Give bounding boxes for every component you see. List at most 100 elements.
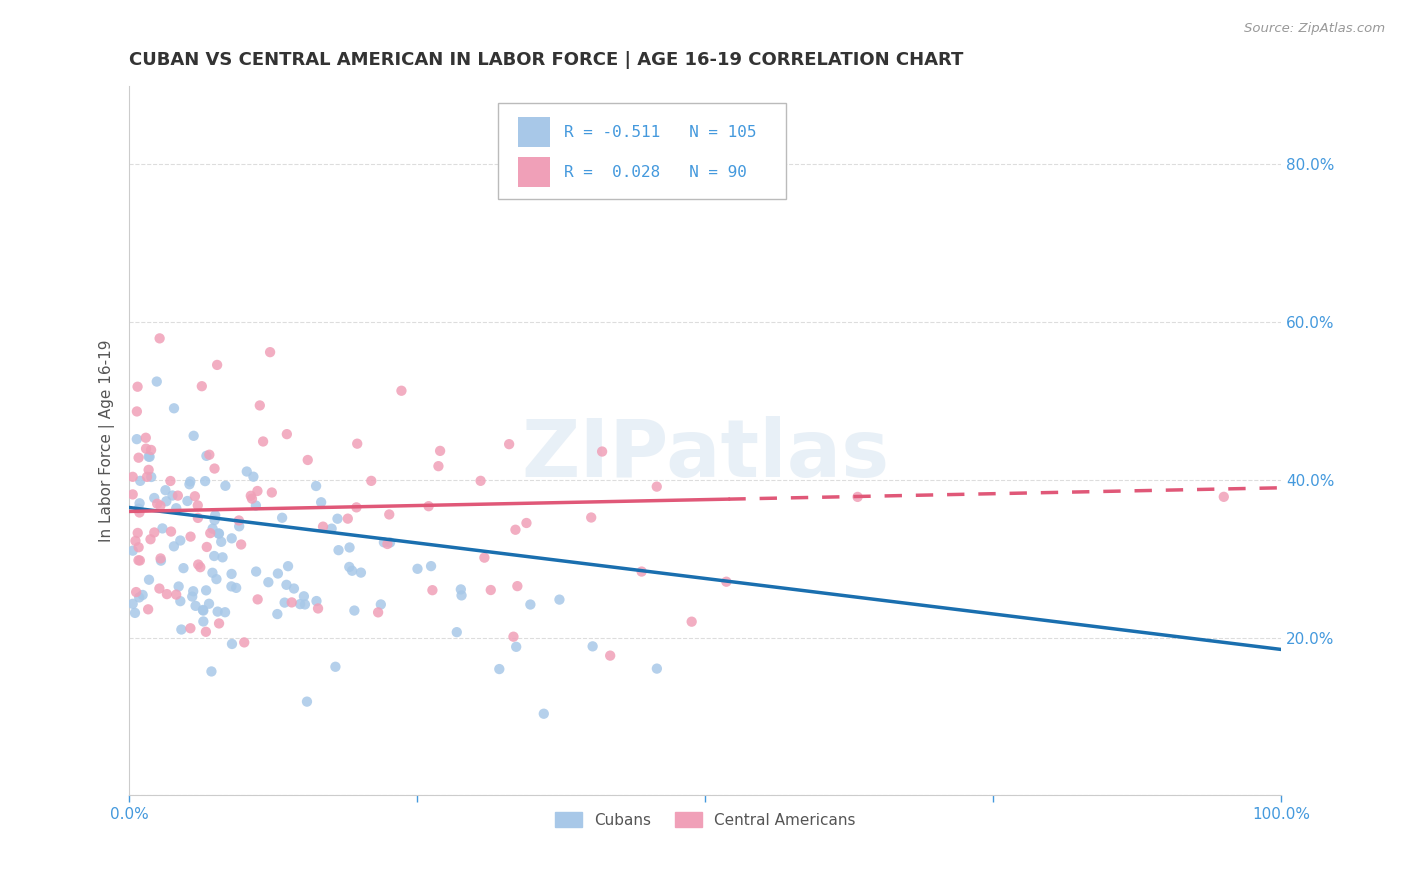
Point	[194, 624, 217, 639]
Point	[187, 558, 209, 572]
Point	[127, 553, 149, 567]
Point	[470, 474, 492, 488]
Y-axis label: In Labor Force | Age 16-19: In Labor Force | Age 16-19	[100, 339, 115, 541]
Point	[260, 485, 283, 500]
Point	[183, 429, 205, 443]
Point	[128, 496, 150, 510]
Point	[128, 591, 150, 605]
Point	[149, 554, 172, 568]
Point	[249, 399, 271, 413]
Point	[149, 331, 172, 345]
Point	[273, 596, 295, 610]
Point	[305, 594, 328, 608]
Point	[184, 599, 207, 613]
Point	[180, 530, 202, 544]
Point	[195, 540, 218, 554]
Point	[312, 519, 335, 533]
Point	[420, 559, 443, 574]
Point	[138, 450, 160, 464]
Text: CUBAN VS CENTRAL AMERICAN IN LABOR FORCE | AGE 16-19 CORRELATION CHART: CUBAN VS CENTRAL AMERICAN IN LABOR FORCE…	[129, 51, 963, 69]
Point	[181, 590, 204, 604]
Point	[156, 587, 179, 601]
Point	[280, 595, 302, 609]
Point	[350, 566, 373, 580]
Point	[630, 565, 652, 579]
Point	[138, 463, 160, 477]
Point	[128, 450, 150, 465]
Point	[191, 379, 214, 393]
Point	[231, 537, 253, 551]
Point	[505, 640, 527, 654]
Point	[645, 662, 668, 676]
Point	[172, 561, 194, 575]
Point	[321, 522, 343, 536]
Point	[240, 491, 263, 506]
Point	[187, 511, 209, 525]
Point	[422, 583, 444, 598]
Point	[204, 508, 226, 523]
Point	[201, 566, 224, 580]
Point	[204, 461, 226, 475]
Point	[141, 470, 163, 484]
FancyBboxPatch shape	[517, 157, 550, 187]
Point	[207, 605, 229, 619]
Point	[184, 489, 207, 503]
Point	[488, 662, 510, 676]
Point	[200, 526, 222, 541]
Point	[346, 436, 368, 450]
Point	[236, 465, 259, 479]
Point	[138, 450, 160, 464]
Text: R =  0.028   N = 90: R = 0.028 N = 90	[564, 165, 747, 179]
Point	[502, 630, 524, 644]
Point	[246, 592, 269, 607]
Legend: Cubans, Central Americans: Cubans, Central Americans	[548, 806, 862, 834]
Point	[181, 584, 204, 599]
Point	[165, 588, 187, 602]
Point	[519, 598, 541, 612]
Point	[208, 616, 231, 631]
Point	[124, 533, 146, 548]
Point	[498, 437, 520, 451]
Point	[128, 541, 150, 555]
Point	[246, 483, 269, 498]
FancyBboxPatch shape	[498, 103, 786, 199]
Point	[267, 566, 290, 581]
Point	[125, 585, 148, 599]
Point	[138, 573, 160, 587]
Point	[160, 524, 183, 539]
Point	[136, 602, 159, 616]
Point	[360, 474, 382, 488]
Point	[328, 543, 350, 558]
Point	[373, 535, 395, 549]
Point	[139, 533, 162, 547]
Point	[339, 541, 361, 555]
Point	[205, 572, 228, 586]
Point	[200, 665, 222, 679]
Point	[121, 487, 143, 501]
Point	[533, 706, 555, 721]
Point	[221, 566, 243, 581]
Point	[242, 469, 264, 483]
Point	[225, 581, 247, 595]
Point	[146, 497, 169, 511]
Point	[266, 607, 288, 621]
Point	[205, 358, 228, 372]
Point	[276, 427, 298, 442]
Point	[163, 401, 186, 416]
Point	[188, 560, 211, 574]
Point	[391, 384, 413, 398]
Point	[288, 597, 311, 611]
Point	[187, 499, 209, 513]
Point	[716, 574, 738, 589]
Point	[207, 526, 229, 541]
Text: ZIPatlas: ZIPatlas	[522, 416, 890, 493]
Point	[149, 499, 172, 513]
Point	[125, 404, 148, 418]
Point	[340, 564, 363, 578]
Text: Source: ZipAtlas.com: Source: ZipAtlas.com	[1244, 22, 1385, 36]
Point	[343, 603, 366, 617]
Point	[155, 483, 177, 498]
Point	[198, 597, 221, 611]
Point	[591, 444, 613, 458]
Point	[166, 489, 188, 503]
